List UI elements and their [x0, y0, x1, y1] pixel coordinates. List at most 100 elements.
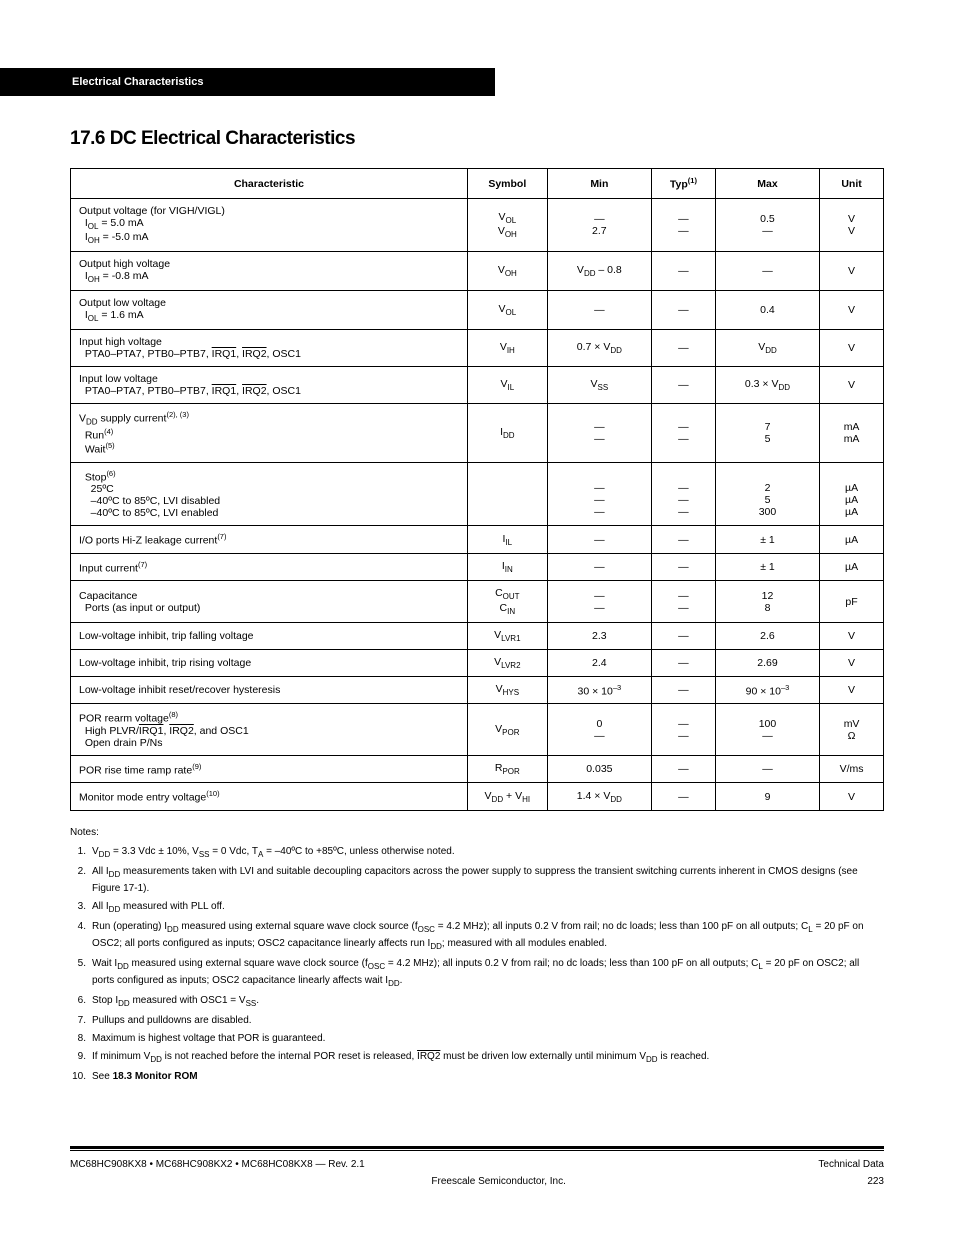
- col-header: Min: [547, 169, 651, 199]
- cell-min: —: [547, 553, 651, 581]
- table-row: Low-voltage inhibit, trip rising voltage…: [71, 649, 884, 676]
- cell-unit: V: [820, 252, 884, 291]
- table-row: I/O ports Hi-Z leakage current(7)IIL——± …: [71, 526, 884, 554]
- table-row: Monitor mode entry voltage(10)VDD + VHI1…: [71, 783, 884, 811]
- cell-min: 2.3: [547, 622, 651, 649]
- col-header: Characteristic: [71, 169, 468, 199]
- dc-characteristics-table: Characteristic Symbol Min Typ(1) Max Uni…: [70, 168, 884, 811]
- cell-typ: —: [652, 252, 716, 291]
- cell-unit: V: [820, 676, 884, 704]
- note-item: 10.See 18.3 Monitor ROM: [70, 1069, 884, 1084]
- table-row: POR rise time ramp rate(9)RPOR0.035——V/m…: [71, 755, 884, 783]
- col-header: Symbol: [467, 169, 547, 199]
- cell-typ: —: [652, 676, 716, 704]
- notes-section: Notes: 1.VDD = 3.3 Vdc ± 10%, VSS = 0 Vd…: [70, 825, 884, 1084]
- cell-unit: V: [820, 649, 884, 676]
- cell-typ: —: [652, 755, 716, 783]
- col-header: Typ(1): [652, 169, 716, 199]
- footer-manual: MC68HC908KX8 • MC68HC908KX2 • MC68HC08KX…: [70, 1159, 365, 1170]
- table-row: VDD supply current(2), (3) Run(4) Wait(5…: [71, 404, 884, 463]
- cell-min: ———: [547, 462, 651, 526]
- cell-sym: VDD + VHI: [467, 783, 547, 811]
- notes-title: Notes:: [70, 825, 884, 840]
- cell-min: 30 × 10–3: [547, 676, 651, 704]
- cell-sym: IIL: [467, 526, 547, 554]
- cell-unit: V: [820, 330, 884, 367]
- table-row: Low-voltage inhibit reset/recover hyster…: [71, 676, 884, 704]
- cell-sym: VIL: [467, 367, 547, 404]
- cell-max: 100—: [715, 704, 819, 756]
- note-item: 5.Wait IDD measured using external squar…: [70, 956, 884, 990]
- cell-unit: V: [820, 622, 884, 649]
- table-row: Capacitance Ports (as input or output)CO…: [71, 581, 884, 622]
- cell-unit: VV: [820, 199, 884, 252]
- cell-max: 2.6: [715, 622, 819, 649]
- cell-min: —: [547, 526, 651, 554]
- footer-page: 223: [867, 1176, 884, 1187]
- cell-min: VSS: [547, 367, 651, 404]
- cell-sym: VOLVOH: [467, 199, 547, 252]
- col-header: Max: [715, 169, 819, 199]
- table-row: Output voltage (for VIGH/VIGL) IOL = 5.0…: [71, 199, 884, 252]
- cell-unit: pF: [820, 581, 884, 622]
- table-row: Input low voltage PTA0–PTA7, PTB0–PTB7, …: [71, 367, 884, 404]
- footer-company: Freescale Semiconductor, Inc.: [130, 1176, 867, 1187]
- cell-sym: IDD: [467, 404, 547, 463]
- note-item: 9.If minimum VDD is not reached before t…: [70, 1049, 884, 1066]
- cell-char: Stop(6) 25ºC –40ºC to 85ºC, LVI disabled…: [71, 462, 468, 526]
- cell-max: 0.4: [715, 291, 819, 330]
- cell-unit: V: [820, 783, 884, 811]
- page-footer: MC68HC908KX8 • MC68HC908KX2 • MC68HC08KX…: [70, 1146, 884, 1187]
- cell-unit: µA: [820, 526, 884, 554]
- cell-sym: [467, 462, 547, 526]
- cell-max: ± 1: [715, 553, 819, 581]
- cell-unit: µA: [820, 553, 884, 581]
- cell-char: Input current(7): [71, 553, 468, 581]
- cell-min: ——: [547, 404, 651, 463]
- cell-max: 90 × 10–3: [715, 676, 819, 704]
- cell-min: —2.7: [547, 199, 651, 252]
- table-row: Stop(6) 25ºC –40ºC to 85ºC, LVI disabled…: [71, 462, 884, 526]
- note-item: 2.All IDD measurements taken with LVI an…: [70, 864, 884, 896]
- cell-max: —: [715, 755, 819, 783]
- cell-unit: V: [820, 291, 884, 330]
- section-title: 17.6 DC Electrical Characteristics: [70, 128, 884, 150]
- cell-max: VDD: [715, 330, 819, 367]
- cell-sym: VLVR2: [467, 649, 547, 676]
- cell-typ: ——: [652, 581, 716, 622]
- cell-typ: ———: [652, 462, 716, 526]
- cell-char: POR rise time ramp rate(9): [71, 755, 468, 783]
- cell-max: 128: [715, 581, 819, 622]
- cell-max: 9: [715, 783, 819, 811]
- cell-max: 25300: [715, 462, 819, 526]
- cell-min: ——: [547, 581, 651, 622]
- cell-typ: ——: [652, 404, 716, 463]
- cell-char: Capacitance Ports (as input or output): [71, 581, 468, 622]
- cell-typ: —: [652, 526, 716, 554]
- cell-char: I/O ports Hi-Z leakage current(7): [71, 526, 468, 554]
- note-item: 1.VDD = 3.3 Vdc ± 10%, VSS = 0 Vdc, TA =…: [70, 844, 884, 861]
- cell-max: 75: [715, 404, 819, 463]
- cell-typ: —: [652, 367, 716, 404]
- cell-char: Input high voltage PTA0–PTA7, PTB0–PTB7,…: [71, 330, 468, 367]
- cell-unit: mAmA: [820, 404, 884, 463]
- cell-unit: mVΩ: [820, 704, 884, 756]
- cell-min: 0—: [547, 704, 651, 756]
- cell-unit: V: [820, 367, 884, 404]
- cell-char: Input low voltage PTA0–PTA7, PTB0–PTB7, …: [71, 367, 468, 404]
- table-row: Input high voltage PTA0–PTA7, PTB0–PTB7,…: [71, 330, 884, 367]
- note-item: 6.Stop IDD measured with OSC1 = VSS.: [70, 993, 884, 1010]
- cell-char: Low-voltage inhibit, trip falling voltag…: [71, 622, 468, 649]
- cell-sym: VPOR: [467, 704, 547, 756]
- table-row: Output high voltage IOH = -0.8 mAVOHVDD …: [71, 252, 884, 291]
- cell-max: —: [715, 252, 819, 291]
- cell-sym: IIN: [467, 553, 547, 581]
- cell-sym: VHYS: [467, 676, 547, 704]
- cell-min: 0.035: [547, 755, 651, 783]
- cell-char: POR rearm voltage(8) High PLVR/IRQ1, IRQ…: [71, 704, 468, 756]
- cell-sym: VOL: [467, 291, 547, 330]
- cell-max: 0.5—: [715, 199, 819, 252]
- cell-min: 1.4 × VDD: [547, 783, 651, 811]
- cell-typ: —: [652, 622, 716, 649]
- note-item: 8.Maximum is highest voltage that POR is…: [70, 1031, 884, 1046]
